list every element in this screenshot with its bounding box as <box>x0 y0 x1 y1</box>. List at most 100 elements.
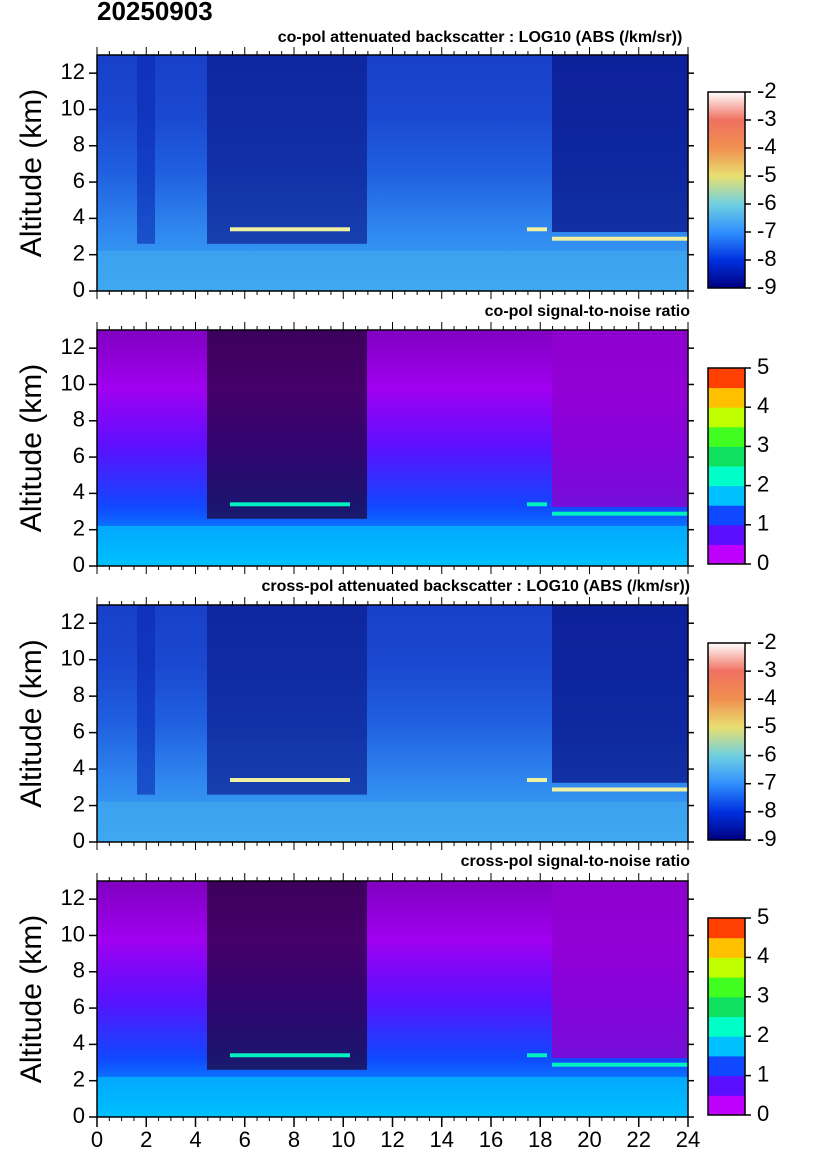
y-tick-label: 6 <box>73 994 85 1019</box>
cloud-layer <box>552 1062 688 1067</box>
boundary-layer <box>97 1076 688 1117</box>
colorbar-frame <box>707 642 746 841</box>
colorbar-tick-label: 3 <box>757 432 769 457</box>
y-tick-label: 0 <box>73 1103 85 1128</box>
colorbar-gradient <box>708 643 745 840</box>
colorbar-tick-label: -3 <box>757 106 777 131</box>
y-tick-label: 4 <box>73 755 85 780</box>
cloud-layer <box>552 236 688 241</box>
y-tick-label: 4 <box>73 479 85 504</box>
colorbar-segment <box>708 524 745 545</box>
colorbar-tick-label: -4 <box>757 134 777 159</box>
colorbar-tick-label: 1 <box>757 1061 769 1086</box>
image-region <box>207 55 367 244</box>
colorbar-tick-label: -5 <box>757 162 777 187</box>
cloud-layer <box>230 778 350 783</box>
colorbar-segment <box>708 485 745 506</box>
y-tick-label: 2 <box>73 516 85 541</box>
y-tick-label: 0 <box>73 828 85 853</box>
colorbar-tick-label: -5 <box>757 713 777 738</box>
colorbar-tick-label: 4 <box>757 393 769 418</box>
colorbar-segment <box>708 977 745 998</box>
x-tick-label: 14 <box>430 1127 454 1152</box>
y-tick-label: 8 <box>73 682 85 707</box>
y-tick-label: 0 <box>73 552 85 577</box>
colorbar-tick-label: -2 <box>757 629 777 654</box>
colorbar-tick-label: 5 <box>757 904 769 929</box>
x-tick-label: 18 <box>528 1127 552 1152</box>
colorbar-segment <box>708 368 745 389</box>
cloud-layer <box>230 1053 350 1058</box>
colorbar-segment <box>708 407 745 428</box>
y-tick-label: 8 <box>73 958 85 983</box>
boundary-layer <box>97 801 688 842</box>
colorbar-segment <box>708 505 745 526</box>
y-tick-label: 12 <box>61 609 85 634</box>
y-tick-label: 6 <box>73 718 85 743</box>
image-region <box>552 55 688 232</box>
y-tick-label: 6 <box>73 443 85 468</box>
image-region <box>137 605 155 795</box>
cloud-layer <box>527 227 547 232</box>
colorbar-tick-label: 4 <box>757 943 769 968</box>
colorbar-segment <box>708 446 745 467</box>
y-tick-label: 2 <box>73 791 85 816</box>
cloud-layer <box>552 511 688 516</box>
y-tick-label: 4 <box>73 204 85 229</box>
colorbar-segment <box>708 918 745 939</box>
cloud-layer <box>527 502 547 507</box>
colorbar-gradient <box>708 92 745 288</box>
image-region <box>552 605 688 783</box>
colorbar-tick-label: 0 <box>757 550 769 575</box>
cloud-layer <box>552 787 688 792</box>
colorbar-segment <box>708 1095 745 1116</box>
colorbar-segment <box>708 1016 745 1037</box>
y-tick-label: 10 <box>61 921 85 946</box>
colorbar-tick-label: -7 <box>757 770 777 795</box>
boundary-layer <box>97 525 688 566</box>
image-region <box>207 881 367 1070</box>
colorbar-tick-label: -9 <box>757 274 777 299</box>
colorbar-frame <box>707 367 746 565</box>
colorbar-segment <box>708 426 745 447</box>
image-region <box>207 330 367 519</box>
cloud-layer <box>527 1053 547 1058</box>
y-tick-label: 8 <box>73 407 85 432</box>
x-tick-label: 0 <box>91 1127 103 1152</box>
y-tick-label: 0 <box>73 277 85 302</box>
x-tick-label: 2 <box>140 1127 152 1152</box>
colorbar-segment <box>708 996 745 1017</box>
y-axis-label: Altitude (km) <box>15 364 48 532</box>
colorbar-segment <box>708 387 745 408</box>
y-tick-label: 8 <box>73 132 85 157</box>
y-axis-label: Altitude (km) <box>15 89 48 257</box>
image-region <box>552 330 688 507</box>
x-tick-label: 10 <box>331 1127 355 1152</box>
y-tick-label: 4 <box>73 1030 85 1055</box>
panel-title: cross-pol signal-to-noise ratio <box>461 853 691 870</box>
panel-title: co-pol attenuated backscatter : LOG10 (A… <box>278 29 683 46</box>
colorbar-tick-label: -6 <box>757 190 777 215</box>
x-tick-label: 20 <box>577 1127 601 1152</box>
x-tick-label: 22 <box>627 1127 651 1152</box>
x-tick-label: 6 <box>239 1127 251 1152</box>
colorbar-tick-label: 2 <box>757 1022 769 1047</box>
colorbar-segment <box>708 1055 745 1077</box>
image-region <box>207 605 367 795</box>
colorbar-segment <box>708 957 745 978</box>
colorbar-tick-label: -9 <box>757 826 777 851</box>
y-tick-label: 6 <box>73 168 85 193</box>
boundary-layer <box>97 250 688 291</box>
colorbar-segment <box>708 1036 745 1057</box>
colorbar-frame <box>707 917 746 1116</box>
x-tick-label: 12 <box>380 1127 404 1152</box>
colorbar-tick-label: -2 <box>757 78 777 103</box>
x-tick-label: 8 <box>288 1127 300 1152</box>
y-tick-label: 12 <box>61 334 85 359</box>
colorbar-tick-label: 1 <box>757 511 769 536</box>
y-tick-label: 12 <box>61 885 85 910</box>
x-tick-label: 24 <box>676 1127 700 1152</box>
x-tick-label: 4 <box>189 1127 201 1152</box>
colorbar-segment <box>708 1075 745 1096</box>
